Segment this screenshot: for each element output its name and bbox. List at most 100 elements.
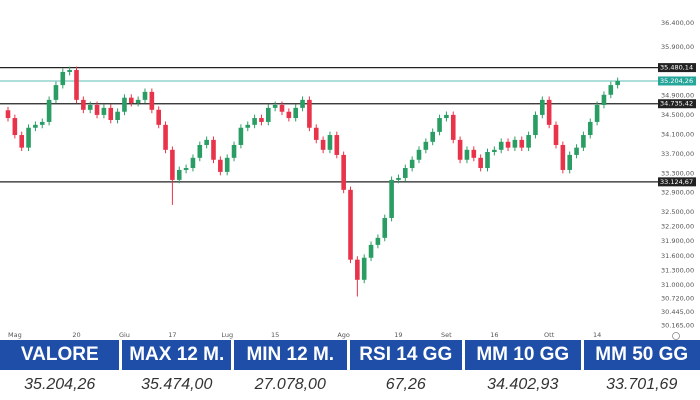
- candle-body: [320, 139, 326, 150]
- value-cell: 27.078,00: [254, 376, 326, 393]
- candle-body: [437, 118, 442, 132]
- x-tick-label: Lug: [221, 331, 233, 339]
- value-cell: 33.701,69: [606, 376, 678, 393]
- value-cell: 34.402,93: [487, 376, 559, 393]
- level-line-label: 33.124,67: [660, 178, 693, 186]
- candle-body: [224, 157, 230, 172]
- candle-body: [375, 237, 381, 245]
- candle-body: [115, 111, 120, 120]
- candle-body: [553, 124, 559, 145]
- candle-body: [567, 154, 572, 170]
- candle-body: [12, 118, 18, 136]
- y-tick-label: 30.165,00: [661, 321, 694, 329]
- y-tick-label: 31.300,00: [661, 266, 694, 274]
- y-tick-label: 33.300,00: [661, 169, 694, 177]
- candle-body: [334, 135, 340, 155]
- candle-body: [266, 107, 271, 122]
- candle-body: [204, 139, 209, 145]
- candle-body: [540, 99, 545, 115]
- candle-body: [430, 131, 435, 142]
- level-line-label: 35.480,14: [660, 64, 693, 72]
- candle-body: [519, 139, 525, 148]
- candle-body: [581, 135, 586, 148]
- candle-body: [122, 97, 127, 112]
- candle-body: [300, 99, 305, 108]
- candle-body: [574, 147, 579, 155]
- chart: 36.400,00 35.900,00 34.900,00 34.500,00 34.1…: [0, 19, 696, 340]
- candle-body: [197, 144, 203, 158]
- candle-body: [190, 157, 196, 169]
- candle-body: [245, 124, 251, 128]
- candle-body: [39, 121, 45, 125]
- candle-body: [19, 135, 24, 148]
- candle-body: [313, 127, 319, 140]
- candle-body: [46, 99, 52, 122]
- candle-body: [512, 139, 518, 148]
- candle-body: [218, 159, 223, 172]
- candle-body: [135, 99, 141, 104]
- candle-body: [53, 85, 59, 100]
- candle-body: [252, 118, 257, 125]
- candle-body: [307, 99, 312, 128]
- candle-body: [327, 135, 333, 150]
- y-tick-label: 32.900,00: [661, 189, 694, 197]
- candle-body: [560, 144, 566, 170]
- stats-table: VALORE MAX 12 M. MIN 12 M. RSI 14 GG MM 10 G…: [0, 340, 700, 400]
- candle-body: [5, 110, 11, 119]
- header-cell: MM 50 GG: [583, 340, 700, 370]
- candle-body: [101, 107, 107, 115]
- candle-body: [601, 94, 607, 105]
- candle-body: [87, 104, 93, 110]
- candle-body: [382, 217, 388, 238]
- value-cell: 35.204,26: [24, 376, 96, 393]
- candle-body: [170, 149, 175, 180]
- y-tick-label: 34.500,00: [661, 111, 694, 119]
- header-cell: MAX 12 M.: [122, 340, 232, 370]
- x-tick-label: Ago: [337, 331, 350, 339]
- candle-body: [81, 99, 86, 110]
- last-price-line-label: 35.204,26: [660, 77, 693, 85]
- candle-body: [355, 259, 360, 280]
- candle-body: [26, 127, 31, 148]
- candle-body: [533, 114, 538, 136]
- candle-body: [341, 154, 346, 190]
- y-tick-label: 31.000,00: [661, 281, 694, 289]
- level-line-tag: [658, 63, 696, 73]
- candle-body: [60, 71, 66, 86]
- last-price-line-tag: [658, 76, 696, 86]
- candle-body: [416, 149, 422, 160]
- candle-body: [498, 141, 504, 150]
- candle-body: [457, 139, 463, 160]
- candle-body: [33, 124, 38, 128]
- y-tick-label: 35.900,00: [661, 43, 694, 51]
- candle-body: [403, 168, 408, 178]
- y-tick-label: 34.100,00: [661, 131, 694, 139]
- candle-body: [608, 85, 614, 95]
- candle-body: [594, 104, 600, 122]
- x-tick-label: Giu: [119, 331, 130, 339]
- candle-body: [546, 99, 552, 125]
- level-line-label: 34.735,42: [660, 100, 693, 108]
- candle-body: [238, 127, 244, 145]
- candle-body: [423, 141, 429, 150]
- candle-body: [211, 139, 216, 160]
- candle-body: [450, 114, 456, 140]
- candle-body: [156, 109, 161, 125]
- value-row: 35.204,26 35.474,00 27.078,00 67,26 34.402,9…: [0, 370, 700, 400]
- y-tick-label: 34.900,00: [661, 92, 694, 100]
- candle-body: [286, 111, 292, 119]
- candle-body: [272, 104, 278, 108]
- header-cell: RSI 14 GG: [349, 340, 463, 370]
- header-cell: MIN 12 M.: [234, 340, 347, 370]
- candle-body: [396, 177, 401, 180]
- x-tick-label: 20: [72, 331, 80, 339]
- x-tick-label: Set: [441, 331, 452, 339]
- y-tick-label: 32.200,00: [661, 223, 694, 231]
- y-tick-label: 32.500,00: [661, 208, 694, 216]
- candle-body: [149, 91, 155, 110]
- candle-body: [108, 107, 114, 120]
- candle-body: [478, 157, 483, 169]
- candle-body: [368, 244, 374, 258]
- candle-body: [587, 121, 593, 136]
